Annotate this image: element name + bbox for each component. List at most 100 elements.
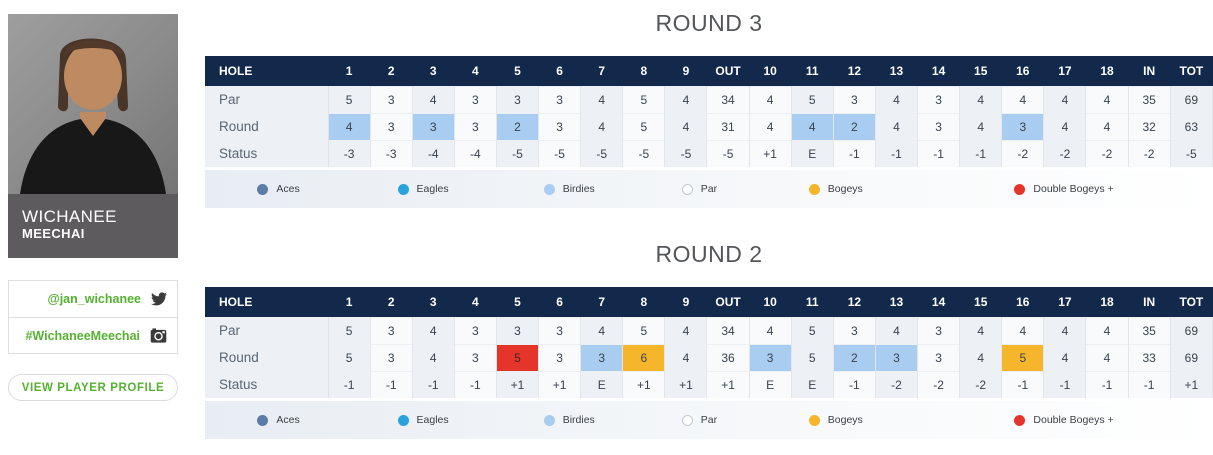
- par-cell: 4: [1085, 85, 1129, 113]
- round-cell: 5: [1001, 343, 1045, 371]
- legend-label: Birdies: [562, 414, 595, 426]
- player-sidebar: WICHANEE MEECHAI @jan_wichanee #Wichanee…: [8, 14, 178, 401]
- hole-number-header: 8: [622, 287, 665, 317]
- round-cell: 5: [791, 343, 834, 371]
- round-cell: 4: [580, 112, 624, 140]
- hole-number-header: 9: [664, 56, 707, 86]
- round-cell: 3: [370, 343, 413, 371]
- round-cell: 4: [328, 112, 371, 140]
- par-cell: 34: [706, 316, 750, 344]
- round-cell: 4: [791, 112, 834, 140]
- par-row: Par 5 3 4 3 3 3 4 5 4 34 4 5 3 4 3 4 4 4 4 35 69: [205, 85, 1213, 113]
- status-cell: -3: [328, 139, 371, 167]
- status-row: Status -1 -1 -1 -1 +1 +1 E +1 +1 +1 E E -1 -2 -2 -2 -1 -1-…: [205, 370, 1213, 398]
- legend-label: Eagles: [416, 183, 449, 195]
- round-cell: 63: [1170, 112, 1213, 140]
- hole-number-header: IN: [1128, 56, 1171, 86]
- status-cell: -5: [1170, 139, 1213, 167]
- hole-number-header: 10: [749, 56, 792, 86]
- par-cell: 4: [875, 316, 919, 344]
- status-cell: -5: [580, 139, 624, 167]
- legend-label: Eagles: [416, 414, 449, 426]
- par-cell: 35: [1128, 316, 1171, 344]
- legend-label: Birdies: [562, 183, 595, 195]
- par-cell: 3: [370, 85, 413, 113]
- round-cell: 4: [1085, 343, 1129, 371]
- status-cell: -5: [538, 139, 582, 167]
- hole-number-header: 15: [959, 287, 1002, 317]
- row-label: Round: [205, 112, 329, 140]
- legend: Aces Eagles Birdies Par Bogeys Double Bogeys …: [205, 170, 1213, 208]
- round-cell: 3: [538, 343, 582, 371]
- par-cell: 4: [580, 85, 624, 113]
- hole-number-header: 7: [580, 56, 623, 86]
- hole-number-header: 4: [454, 287, 497, 317]
- hole-number-header: 11: [791, 287, 834, 317]
- row-label: Par: [205, 85, 329, 113]
- status-cell: -2: [1043, 139, 1087, 167]
- par-cell: 4: [664, 85, 708, 113]
- bogeys-dot-icon: [808, 183, 820, 195]
- social-links: @jan_wichanee #WichaneeMeechai: [8, 280, 178, 354]
- hole-number-header: 14: [917, 287, 960, 317]
- hole-number-header: 2: [370, 287, 413, 317]
- par-cell: 4: [959, 85, 1003, 113]
- hole-number-header: 18: [1085, 287, 1129, 317]
- hole-number-header: 16: [1001, 287, 1044, 317]
- scorecard-header-row: HOLE 1 2 3 4 5 6 7 8 9 OUT 10 11 12 13 14 15 16 17 18 IN TOT: [205, 287, 1213, 317]
- round-cell: 3: [875, 343, 919, 371]
- round-title: ROUND 2: [655, 241, 763, 267]
- hole-number-header: 7: [580, 287, 623, 317]
- legend-label: Double Bogeys +: [1033, 414, 1114, 426]
- round-title: ROUND 3: [655, 10, 763, 36]
- par-cell: 4: [1043, 85, 1087, 113]
- par-cell: 4: [749, 316, 792, 344]
- par-cell: 5: [622, 85, 666, 113]
- status-cell: -1: [833, 139, 876, 167]
- view-player-profile-button[interactable]: VIEW PLAYER PROFILE: [8, 374, 178, 401]
- player-photo: [8, 14, 178, 194]
- legend-item: Eagles: [397, 170, 449, 208]
- birdies-dot-icon: [543, 183, 555, 195]
- round-cell: 4: [664, 112, 708, 140]
- status-cell: -5: [496, 139, 540, 167]
- par-cell: 3: [454, 316, 497, 344]
- hole-number-header: OUT: [706, 56, 750, 86]
- status-cell: -1: [959, 139, 1003, 167]
- hole-number-header: 5: [496, 287, 539, 317]
- status-cell: -2: [959, 370, 1003, 398]
- round-section: ROUND 2 HOLE 1 2 3 4 5 6 7 8 9 OUT 10 11 12 13 14 15 16 17…: [205, 241, 1213, 439]
- round-cell: 4: [749, 112, 792, 140]
- round-cell: 3: [749, 343, 792, 371]
- legend: Aces Eagles Birdies Par Bogeys Double Bogeys …: [205, 401, 1213, 439]
- player-photo-image: [20, 38, 166, 194]
- hole-number-header: 6: [538, 56, 581, 86]
- round-cell: 3: [580, 343, 624, 371]
- legend-item: Double Bogeys +: [1014, 170, 1114, 208]
- row-label: Status: [205, 139, 329, 167]
- double-bogeys-dot-icon: [1014, 183, 1026, 195]
- par-cell: 5: [328, 85, 371, 113]
- round-cell: 3: [454, 112, 497, 140]
- twitter-link[interactable]: @jan_wichanee: [9, 281, 177, 317]
- par-cell: 4: [1001, 85, 1045, 113]
- status-cell: -2: [1085, 139, 1129, 167]
- round-cell: 32: [1128, 112, 1171, 140]
- hole-number-header: OUT: [706, 287, 750, 317]
- hole-number-header: 11: [791, 56, 834, 86]
- twitter-icon: [151, 292, 167, 306]
- instagram-link[interactable]: #WichaneeMeechai: [9, 317, 177, 353]
- hole-number-header: 12: [833, 56, 876, 86]
- round-cell: 5: [622, 112, 666, 140]
- par-cell: 4: [580, 316, 624, 344]
- twitter-handle: @jan_wichanee: [47, 292, 141, 306]
- status-cell: +1: [749, 139, 792, 167]
- hole-number-header: 13: [875, 56, 918, 86]
- player-name-box: WICHANEE MEECHAI: [8, 194, 178, 258]
- round-cell: 4: [412, 343, 455, 371]
- status-cell: -2: [875, 370, 919, 398]
- hole-number-header: 5: [496, 56, 539, 86]
- hole-number-header: 10: [749, 287, 792, 317]
- status-cell: E: [791, 370, 834, 398]
